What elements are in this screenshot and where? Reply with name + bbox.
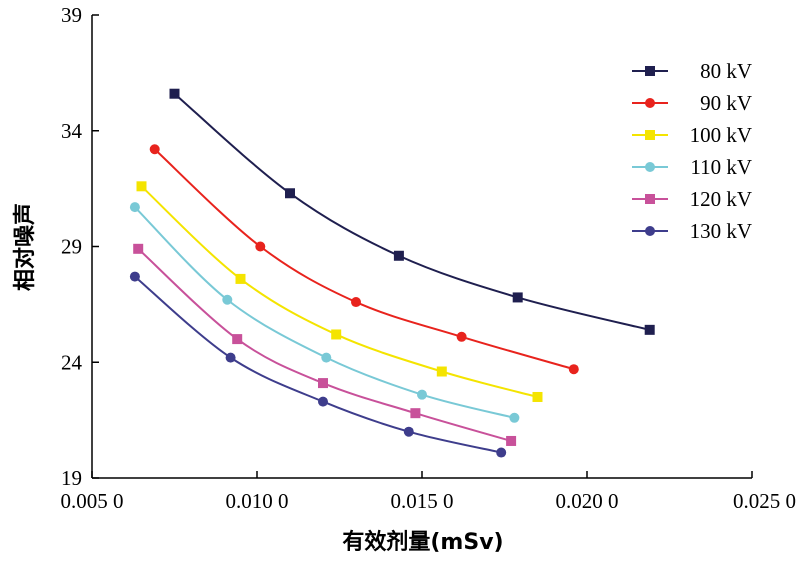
legend-item: 100 kV	[632, 123, 752, 147]
data-point	[436, 366, 447, 377]
data-point	[532, 391, 543, 402]
data-point	[509, 412, 520, 423]
legend-label: 130 kV	[690, 219, 752, 243]
x-tick-label: 0.015 0	[391, 489, 454, 513]
data-point	[331, 329, 342, 340]
data-point	[222, 294, 233, 305]
legend-item: 90 kV	[632, 91, 752, 115]
legend: 80 kV 90 kV 100 kV 110 kV 120 kV 130 kV	[632, 59, 752, 243]
series-4	[133, 243, 517, 446]
x-tick-label: 0.005 0	[61, 489, 124, 513]
axes: 19 24 29 34 39 0.005 0 0.010 0 0.015 0 0.020 0 0.…	[61, 3, 797, 513]
series-line	[140, 185, 538, 398]
data-point	[351, 297, 361, 308]
data-point	[285, 188, 295, 199]
data-point	[456, 331, 467, 342]
data-point	[321, 352, 332, 363]
legend-label: 120 kV	[690, 187, 752, 211]
legend-item: 110 kV	[632, 155, 752, 179]
series-2	[136, 181, 543, 402]
legend-label: 80 kV	[700, 59, 752, 83]
y-tick-label: 34	[61, 119, 83, 143]
data-point	[225, 352, 236, 363]
legend-label: 90 kV	[700, 91, 752, 115]
x-tick-label: 0.025 0	[733, 489, 796, 513]
data-point	[318, 378, 328, 389]
series-layer	[129, 88, 655, 458]
data-point	[133, 243, 144, 254]
data-point	[568, 364, 579, 375]
legend-marker	[645, 194, 655, 204]
data-point	[129, 202, 140, 213]
data-point	[393, 250, 404, 261]
series-line	[134, 275, 502, 454]
data-point	[403, 426, 414, 437]
y-axis-title: 相对噪声	[13, 203, 38, 291]
series-line	[173, 92, 650, 331]
x-tick-label: 0.020 0	[556, 489, 619, 513]
y-tick-label: 24	[61, 350, 83, 374]
legend-marker	[645, 162, 655, 172]
legend-item: 80 kV	[632, 59, 752, 83]
series-5	[129, 271, 507, 458]
y-tick-label: 19	[61, 466, 82, 490]
data-point	[512, 292, 523, 303]
legend-marker	[645, 98, 655, 108]
legend-marker	[645, 66, 655, 76]
series-1	[149, 144, 579, 375]
data-point	[410, 408, 421, 419]
legend-marker	[645, 130, 655, 140]
y-tick-label: 29	[61, 235, 82, 259]
legend-marker	[645, 226, 655, 236]
series-0	[169, 88, 655, 335]
legend-label: 100 kV	[690, 123, 752, 147]
data-point	[136, 181, 147, 192]
legend-item: 120 kV	[632, 187, 752, 211]
data-point	[496, 447, 507, 458]
series-3	[129, 202, 520, 423]
legend-item: 130 kV	[632, 219, 752, 243]
data-point	[644, 324, 655, 335]
data-point	[232, 334, 243, 345]
data-point	[506, 435, 517, 446]
data-point	[417, 389, 427, 400]
x-axis-title: 有效剂量(mSv)	[342, 529, 503, 555]
data-point	[129, 271, 140, 282]
x-tick-label: 0.010 0	[226, 489, 289, 513]
y-tick-label: 39	[61, 3, 82, 27]
data-point	[235, 273, 246, 284]
data-point	[149, 144, 160, 155]
data-point	[318, 396, 328, 407]
data-point	[169, 88, 180, 99]
data-point	[255, 241, 266, 252]
legend-label: 110 kV	[690, 155, 752, 179]
